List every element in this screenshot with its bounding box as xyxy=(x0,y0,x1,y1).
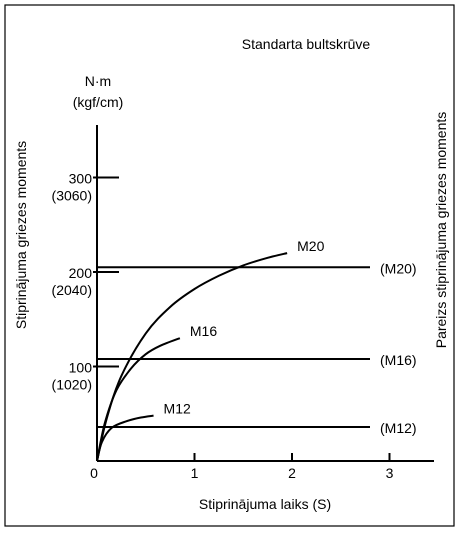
reference-label-m20: (M20) xyxy=(380,260,417,276)
series-line-m20 xyxy=(96,252,288,462)
series-label-m12: M12 xyxy=(164,401,191,417)
series-layer: M20 M16 M12 xyxy=(96,238,325,462)
x-tick-label-2: 2 xyxy=(288,465,296,481)
y2-axis-label: Pareizs stiprinājuma griezes moments xyxy=(433,112,449,349)
series-line-m16 xyxy=(96,337,181,462)
series-label-m20: M20 xyxy=(297,238,324,254)
y-tick-label-100: 100 xyxy=(69,360,93,376)
x-tick-label-3: 3 xyxy=(386,465,394,481)
series-line-m12 xyxy=(96,414,154,462)
x-axis-label: Stiprinājuma laiks (S) xyxy=(199,496,331,512)
y-tick-label-300: 300 xyxy=(69,171,93,187)
y-tick-sublabel-100: (1020) xyxy=(52,377,92,393)
y-tick-label-200: 200 xyxy=(69,265,93,281)
reference-lines-layer: (M20) (M16) (M12) xyxy=(97,260,417,436)
reference-label-m12: (M12) xyxy=(380,420,417,436)
reference-label-m16: (M16) xyxy=(380,352,417,368)
chart-title: Standarta bultskrūve xyxy=(242,36,371,52)
ticks-layer: 100(1020) 200(2040) 300(3060) 0 1 2 3 xyxy=(52,171,394,482)
y-tick-sublabel-300: (3060) xyxy=(52,188,92,204)
x-tick-label-0: 0 xyxy=(90,465,98,481)
series-label-m16: M16 xyxy=(190,323,217,339)
x-tick-label-1: 1 xyxy=(191,465,199,481)
chart-border xyxy=(4,4,455,527)
y-axis-label: Stiprinājuma griezes moments xyxy=(13,141,29,329)
y-unit-label: N·m xyxy=(85,73,111,89)
y-tick-sublabel-200: (2040) xyxy=(52,282,92,298)
y-unit-sublabel: (kgf/cm) xyxy=(73,94,124,110)
